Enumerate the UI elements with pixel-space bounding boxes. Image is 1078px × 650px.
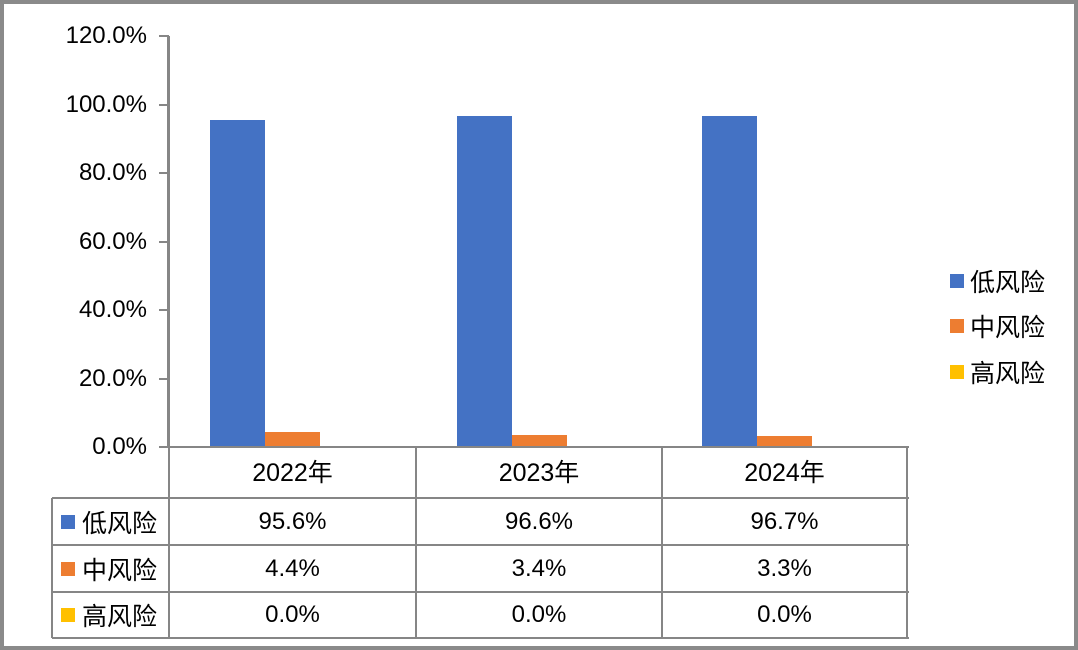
legend: 低风险 中风险 高风险 [4, 4, 1074, 646]
plot-area [4, 4, 1074, 646]
legend-item-label: 高风险 [970, 360, 1046, 388]
legend-item: 低风险 [950, 265, 1045, 297]
y-axis-tick-label: 0.0% [92, 433, 147, 460]
table-value-cell: 96.7% [750, 508, 819, 535]
table-value-cell: 0.0% [511, 601, 567, 628]
table-value-cell: 96.6% [504, 508, 574, 535]
y-axis-line [167, 36, 170, 447]
table-row-label: 低风险 [54, 498, 167, 545]
table-header-cell: 2023年 [498, 459, 580, 487]
legend-swatch-icon [950, 365, 964, 379]
legend-item: 中风险 [950, 310, 1045, 342]
table-vertical-line [51, 498, 53, 638]
y-axis-tick-label: 80.0% [78, 159, 147, 186]
table-row-label: 中风险 [54, 545, 167, 592]
table-value-cell: 3.3% [757, 555, 812, 582]
bar-series1-cat2 [757, 436, 812, 447]
bar-series0-cat2 [702, 116, 757, 447]
table-value-cell: 0.0% [265, 601, 320, 628]
legend-item: 高风险 [950, 356, 1045, 388]
y-axis-tick [159, 446, 169, 448]
table-horizontal-line [52, 591, 909, 593]
series-name-label: 低风险 [82, 509, 158, 538]
bar-series0-cat1 [457, 116, 512, 447]
y-axis-tick [159, 378, 169, 380]
data-table: 2022年 2023年 2024年 低风险 95.6% 96.6% 96.7% 中风险 4.4%… [4, 4, 1074, 646]
series-name-label: 中风险 [82, 556, 158, 585]
y-axis-tick-label: 60.0% [78, 228, 147, 255]
legend-key-icon [61, 608, 75, 622]
table-value-cell: 3.4% [511, 555, 567, 582]
table-header-cell: 2024年 [744, 459, 825, 487]
y-axis-tick-label: 100.0% [65, 91, 147, 118]
y-axis-tick-label: 120.0% [65, 22, 147, 49]
table-vertical-line [906, 447, 908, 638]
table-horizontal-line [52, 637, 909, 639]
y-axis-tick [159, 309, 169, 311]
bar-series0-cat0 [210, 120, 265, 447]
legend-swatch-icon [950, 319, 964, 333]
table-header-cell: 2022年 [252, 459, 333, 487]
y-axis-tick [159, 172, 169, 174]
legend-item-label: 低风险 [970, 269, 1046, 297]
legend-swatch-icon [950, 274, 964, 288]
bar-series1-cat1 [512, 435, 567, 447]
x-axis-line [169, 446, 909, 448]
y-axis-tick [159, 104, 169, 106]
y-axis-tick [159, 241, 169, 243]
y-axis-tick [159, 35, 169, 37]
legend-key-icon [61, 561, 75, 576]
table-vertical-line [415, 447, 417, 638]
legend-item-label: 中风险 [970, 314, 1046, 342]
bar-series1-cat0 [265, 432, 320, 447]
table-horizontal-line [52, 544, 909, 546]
table-vertical-line [168, 447, 170, 638]
table-value-cell: 4.4% [265, 555, 320, 582]
y-axis: 0.0% 20.0% 40.0% 60.0% 80.0% 100.0% 120.0% [4, 4, 1074, 646]
table-horizontal-line [52, 497, 909, 499]
table-value-cell: 95.6% [258, 508, 327, 535]
y-axis-tick-label: 40.0% [78, 296, 147, 323]
table-vertical-line [661, 447, 663, 638]
table-value-cell: 0.0% [757, 601, 812, 628]
y-axis-tick-label: 20.0% [78, 365, 147, 392]
legend-key-icon [61, 514, 75, 529]
series-name-label: 高风险 [82, 603, 158, 631]
table-row-label: 高风险 [54, 592, 167, 638]
